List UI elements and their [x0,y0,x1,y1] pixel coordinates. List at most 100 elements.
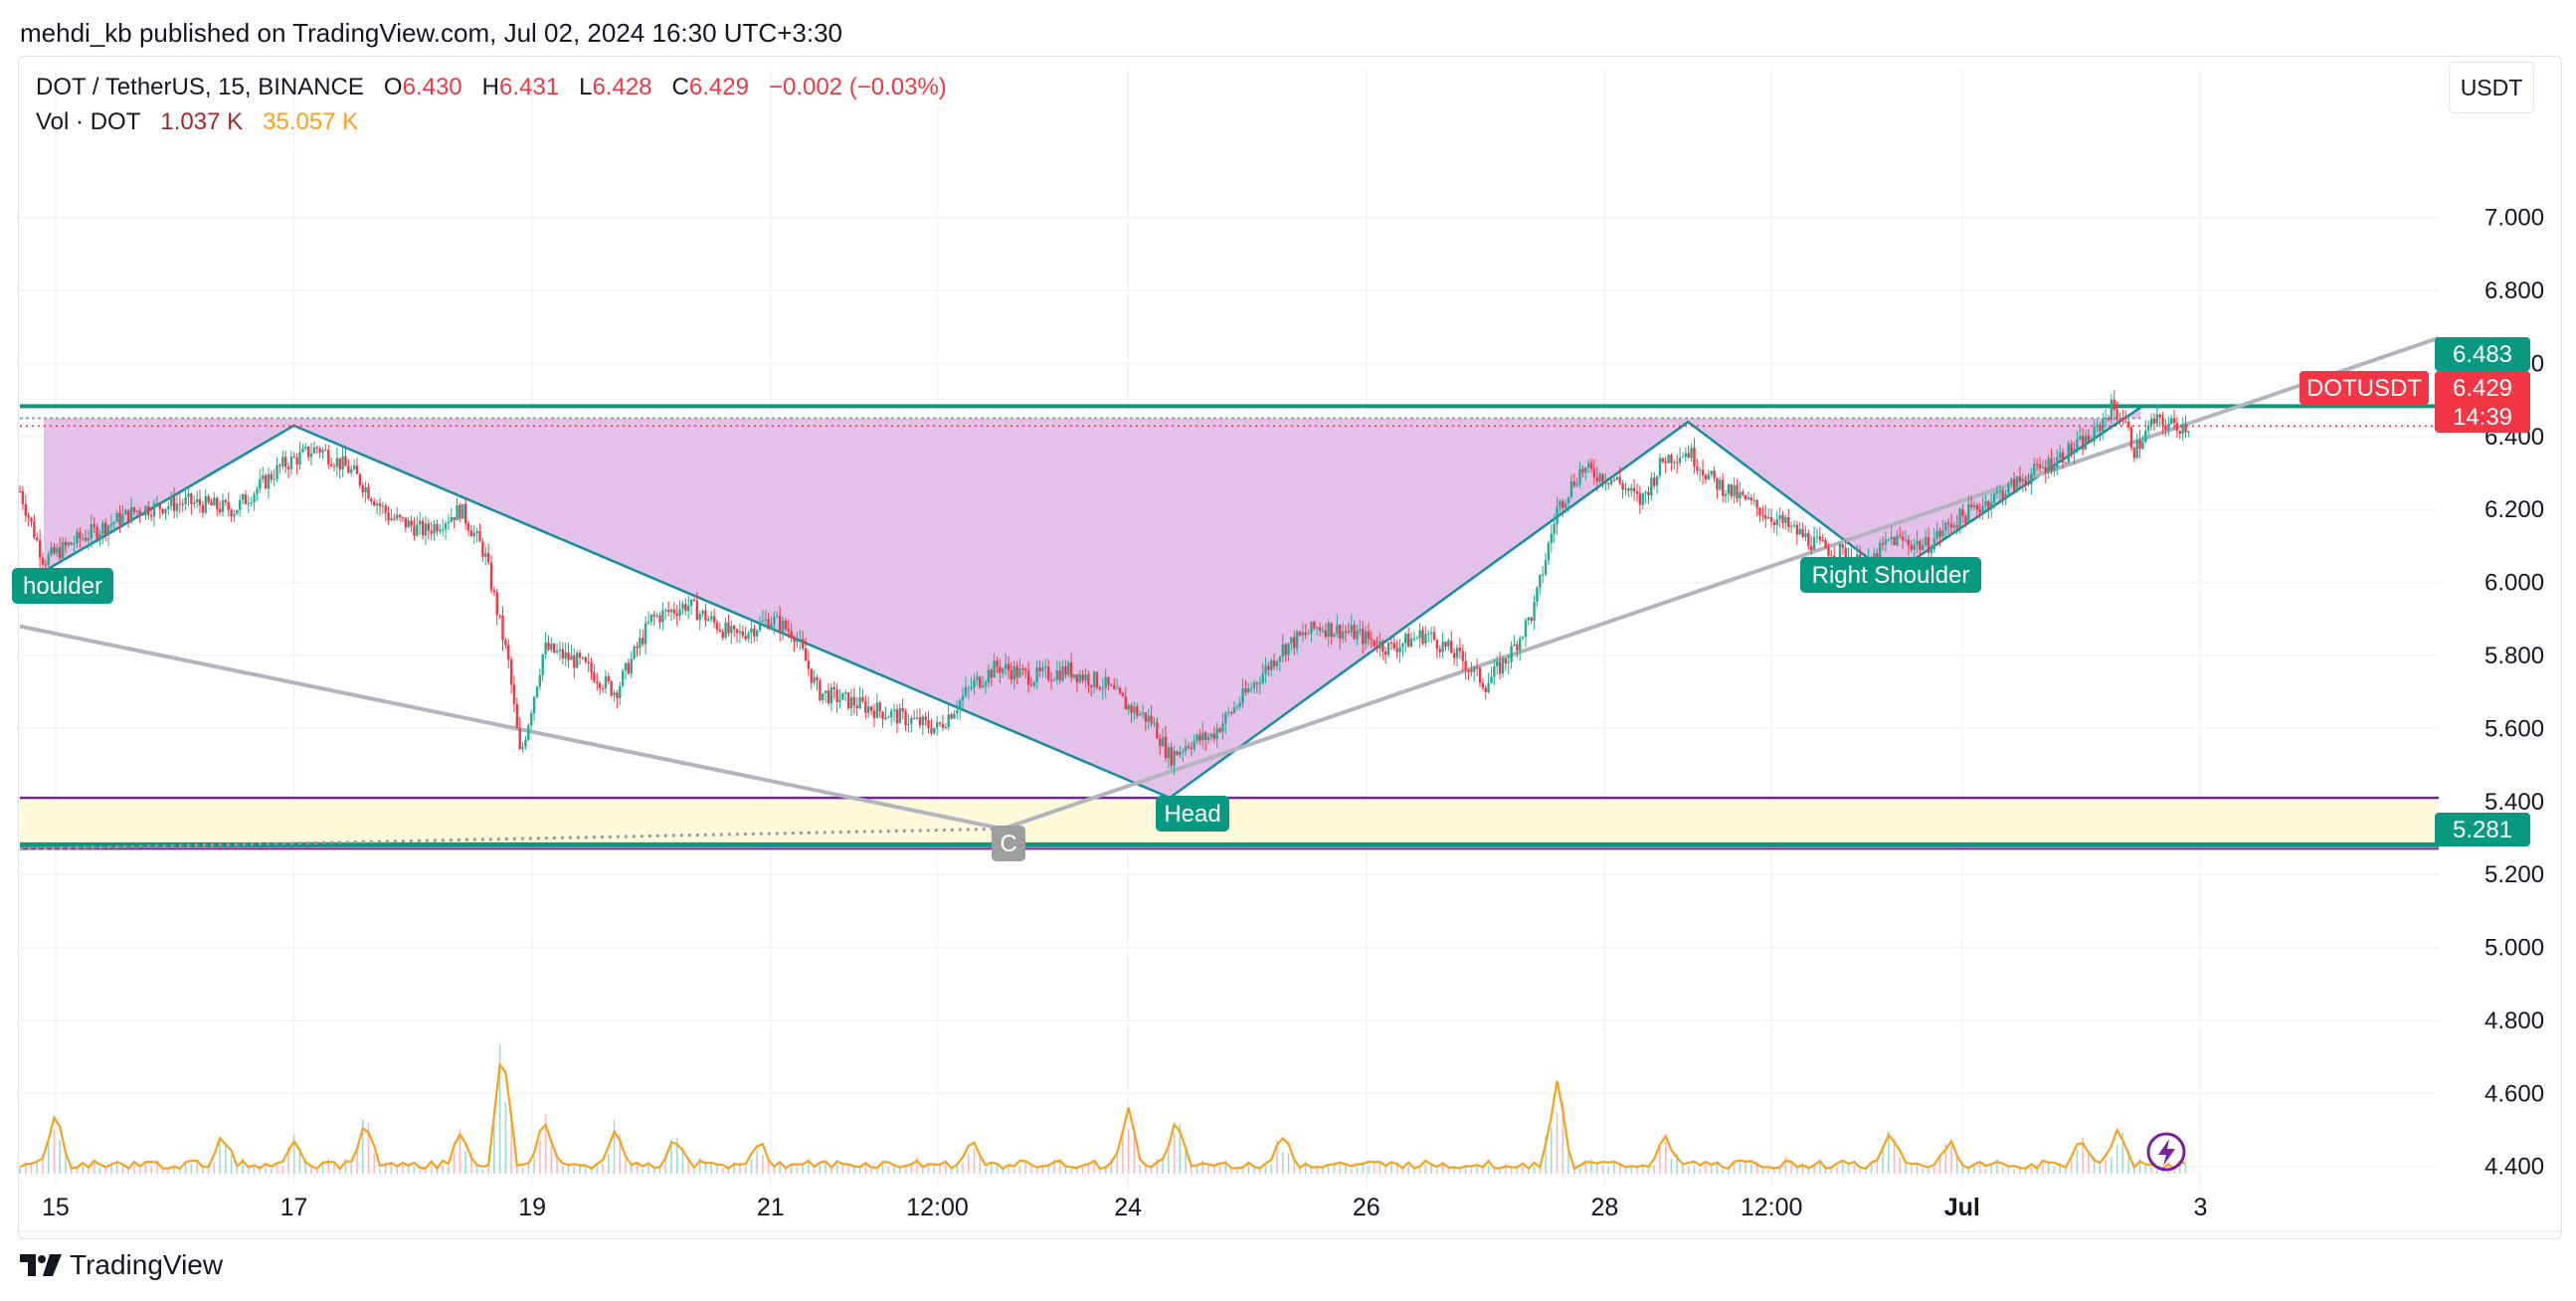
candle-body [398,514,402,517]
candle-body [1704,474,1708,479]
candle-body [347,465,350,473]
candle-body [747,633,750,640]
candle-body [1376,646,1379,650]
candle-body [1949,523,1953,528]
candle-body [2012,478,2016,492]
candle-body [195,498,199,503]
candle-body [801,639,805,649]
candle-body [558,649,562,651]
candle-body [1612,479,1616,481]
legend-volume-label[interactable]: Vol · DOT [36,108,141,135]
legend-volume-2: 35.057 K [263,108,359,135]
candle-body [852,696,856,706]
time-tick-label: 21 [757,1194,785,1221]
candle-body [956,709,959,714]
left-shoulder-label-text: houlder [23,573,102,600]
candle-body [1447,641,1450,647]
candle-body [727,622,730,634]
candle-body [1049,679,1053,681]
candle-body [1107,676,1110,685]
candle-body [961,695,965,701]
candle-body [1899,535,1902,537]
candle-body [216,497,219,509]
candle-body [509,658,513,685]
candle-body [1196,734,1198,741]
candle-body [695,600,699,621]
candle-body [1710,470,1713,474]
candle-body [161,508,164,514]
candle-body [761,620,765,622]
candle-body [898,708,902,724]
candle-body [1641,492,1644,505]
candle-body [915,717,919,719]
candle-body [515,703,519,728]
candle-body [1984,501,1987,506]
candle-body [404,517,408,528]
candle-body [524,739,527,748]
candle-body [1681,457,1685,459]
candle-body [675,613,678,617]
candle-body [1072,674,1076,678]
candle-body [901,708,904,712]
candle-body [669,609,673,613]
candle-body [1147,715,1150,722]
candle-body [1632,487,1636,492]
candle-body [436,523,439,532]
candle-body [2161,417,2164,426]
candle-body [1724,493,1728,496]
candle-body [155,502,159,504]
candle-body [1647,491,1650,496]
candle-body [33,521,36,538]
legend-symbol[interactable]: DOT / TetherUS, 15, BINANCE [36,74,364,100]
candle-body [935,722,939,728]
candle-body [1667,455,1670,464]
candle-body [486,553,490,563]
tradingview-logo[interactable]: TradingView [20,1249,223,1281]
candle-body [2132,448,2136,459]
candle-body [1761,515,1764,517]
candle-body [1972,505,1976,507]
candle-body [1901,536,1905,541]
candle-body [1229,712,1233,714]
candle-body [410,520,413,526]
candle-body [1409,639,1413,648]
candle-body [1572,481,1575,486]
price-tick-label: 5.400 [2484,789,2544,816]
candle-body [1592,468,1596,477]
candle-body [1653,477,1656,486]
candle-body [492,590,496,593]
candle-body [1821,539,1824,541]
candle-body [172,496,176,511]
candle-body [1650,477,1653,496]
candle-body [1244,688,1247,692]
candle-body [1038,667,1041,671]
candle-body [472,532,475,537]
candle-body [1370,639,1374,641]
candle-body [584,656,588,662]
candle-body [1896,535,1899,546]
candle-body [1727,483,1731,494]
legend-high-label: H [481,74,500,100]
candle-body [1249,687,1253,689]
candle-body [784,620,788,630]
candle-body [790,631,793,639]
candle-body [2010,478,2013,483]
currency-button[interactable]: USDT [2449,62,2534,113]
candle-body [1789,525,1793,527]
candle-body [233,513,236,517]
candle-body [1252,682,1256,688]
candle-body [776,616,779,618]
candle-body [1624,488,1627,490]
candle-body [1432,632,1436,641]
candle-body [652,614,655,617]
candle-body [764,619,767,621]
candle-body [1179,751,1182,756]
candle-body [1478,667,1482,683]
candle-body [973,679,976,688]
candle-body [2021,479,2024,481]
candle-body [1589,463,1593,469]
candle-body [1884,539,1888,545]
candle-body [1673,462,1676,464]
candle-body [1247,688,1250,692]
